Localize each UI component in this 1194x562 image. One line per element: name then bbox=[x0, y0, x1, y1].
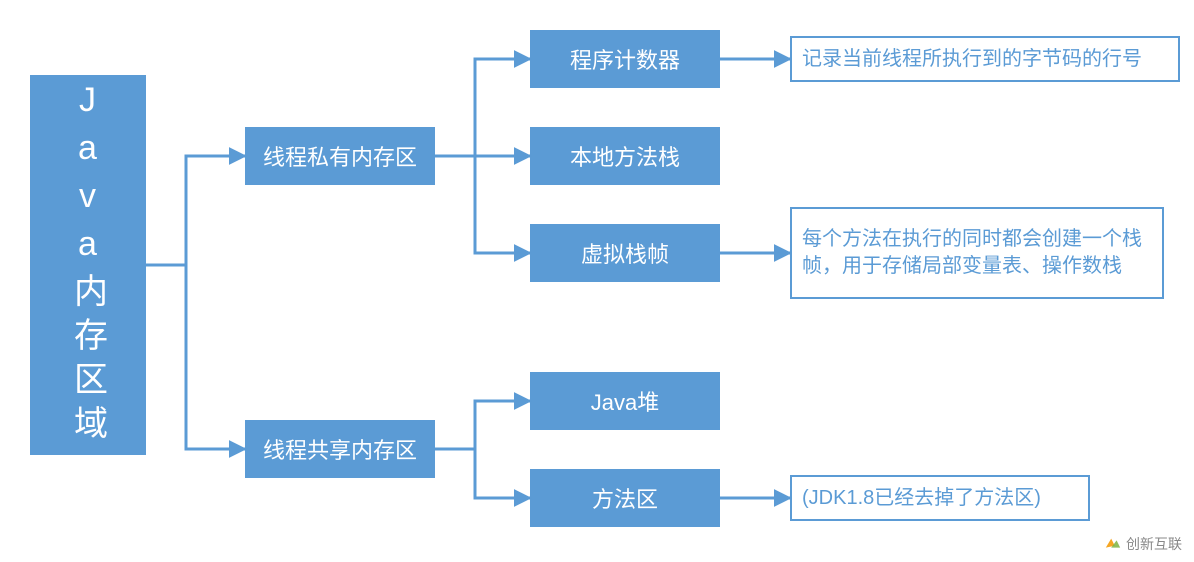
watermark-text: 创新互联 bbox=[1126, 534, 1182, 554]
edge-l2a-to-n_pc bbox=[435, 59, 530, 156]
method-area-node: 方法区 bbox=[530, 469, 720, 527]
program-counter-desc-text: 记录当前线程所执行到的字节码的行号 bbox=[802, 46, 1142, 73]
edge-root-to-l2a bbox=[146, 156, 245, 265]
edge-l2b-to-n_meth bbox=[435, 449, 530, 498]
vm-stack-frame-desc: 每个方法在执行的同时都会创建一个栈帧，用于存储局部变量表、操作数栈 bbox=[790, 207, 1164, 299]
program-counter-label: 程序计数器 bbox=[570, 43, 680, 75]
java-heap-label: Java堆 bbox=[591, 385, 659, 417]
vm-stack-frame-label: 虚拟栈帧 bbox=[581, 237, 669, 269]
java-heap-node: Java堆 bbox=[530, 372, 720, 430]
thread-private-label: 线程私有内存区 bbox=[263, 140, 417, 172]
program-counter-node: 程序计数器 bbox=[530, 30, 720, 88]
vm-stack-frame-node: 虚拟栈帧 bbox=[530, 224, 720, 282]
program-counter-desc: 记录当前线程所执行到的字节码的行号 bbox=[790, 36, 1180, 82]
vm-stack-frame-desc-text: 每个方法在执行的同时都会创建一个栈帧，用于存储局部变量表、操作数栈 bbox=[802, 226, 1152, 280]
method-area-label: 方法区 bbox=[592, 482, 658, 514]
root-label: Java内存区域 bbox=[64, 81, 113, 449]
thread-shared-node: 线程共享内存区 bbox=[245, 420, 435, 478]
watermark: 创新互联 bbox=[1104, 534, 1182, 554]
thread-shared-label: 线程共享内存区 bbox=[263, 433, 417, 465]
edge-l2b-to-n_heap bbox=[435, 401, 530, 449]
root-node: Java内存区域 bbox=[30, 75, 146, 455]
native-method-stack-node: 本地方法栈 bbox=[530, 127, 720, 185]
thread-private-node: 线程私有内存区 bbox=[245, 127, 435, 185]
watermark-icon bbox=[1104, 535, 1122, 553]
edge-root-to-l2b bbox=[146, 265, 245, 449]
native-method-stack-label: 本地方法栈 bbox=[570, 140, 680, 172]
edge-l2a-to-n_vs bbox=[435, 156, 530, 253]
method-area-desc-text: (JDK1.8已经去掉了方法区) bbox=[802, 485, 1041, 512]
method-area-desc: (JDK1.8已经去掉了方法区) bbox=[790, 475, 1090, 521]
